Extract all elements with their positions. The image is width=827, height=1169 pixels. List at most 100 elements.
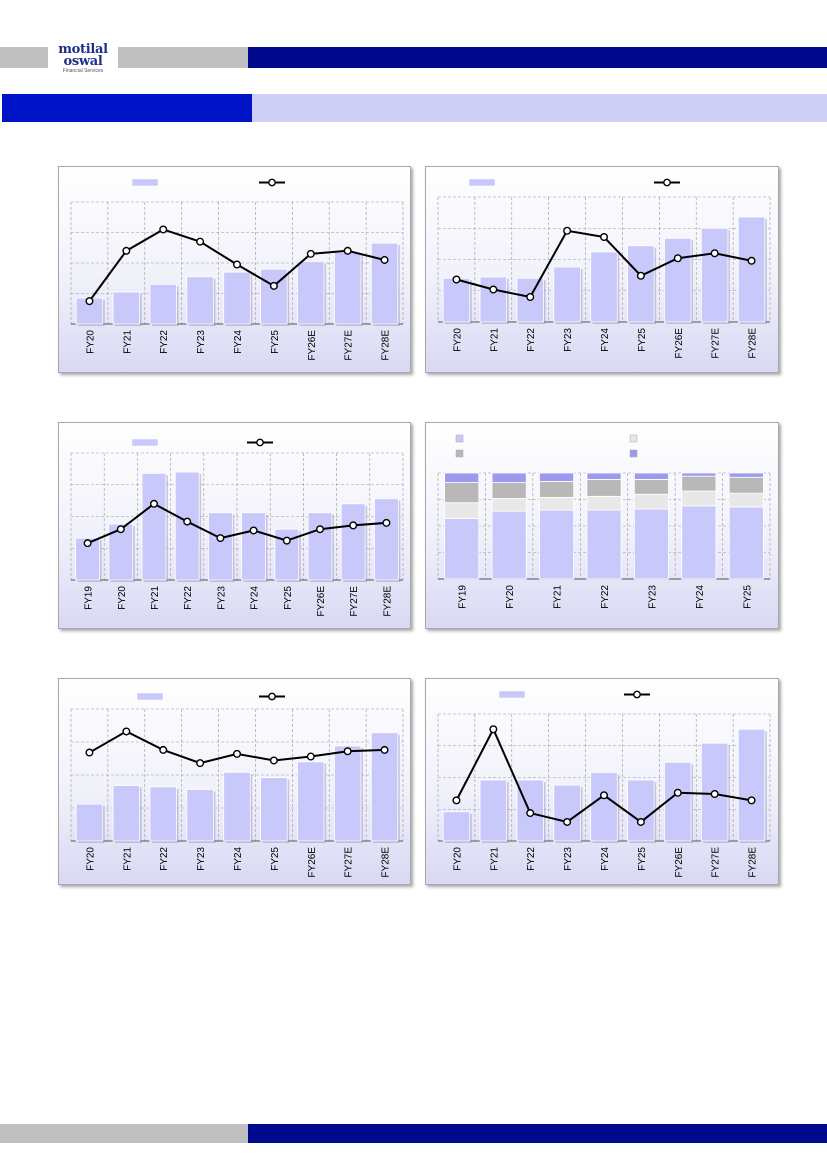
bar [627,779,655,842]
x-tick-label: FY20 [85,847,96,871]
x-tick-label: FY25 [270,847,281,871]
chart-svg-6: FY20 FY21 FY22 FY23 FY24 FY25 FY26E FY27E FY28E [437,690,771,878]
line-point [83,539,92,548]
legend-line-marker [663,178,671,187]
x-tick-label: FY22 [526,328,537,352]
legend-line-marker [633,690,641,699]
x-tick-label: FY20 [452,847,463,871]
bar [112,785,141,842]
x-tick-label: FY24 [600,328,611,352]
x-tick-label: FY24 [600,847,611,871]
line-point [122,727,131,736]
bar [664,761,692,842]
bar [553,784,581,842]
x-tick-label: FY20 [505,585,516,609]
x-tick-label: FY20 [85,330,96,354]
chart-svg-2: FY20 FY21 FY22 FY23 FY24 FY25 FY26E FY27E FY28E [437,178,771,359]
legend-bar-swatch [136,692,164,701]
bar [260,777,288,842]
stacked-bar-segment [728,476,764,494]
x-tick-label: FY21 [150,586,161,610]
bar [186,789,214,842]
x-tick-label: FY26E [307,330,318,361]
bar [590,772,618,842]
bar [590,251,618,323]
x-tick-label: FY28E [381,847,392,878]
line-point [122,246,131,255]
legend-line-marker [268,178,276,187]
stacked-bar-segment [633,493,669,510]
x-tick-label: FY27E [711,328,722,359]
line-point [183,517,192,526]
line-point [349,521,358,530]
stacked-bar-segment [586,472,622,480]
x-tick-label: FY28E [382,586,393,617]
stacked-bar-segment [681,490,717,507]
x-tick-label: FY22 [159,330,170,354]
x-tick-label: FY22 [600,585,611,609]
x-tick-label: FY22 [159,847,170,871]
bar [223,271,251,325]
x-tick-label: FY25 [742,585,753,609]
bar [297,261,325,325]
x-tick-label: FY27E [344,847,355,878]
line-point [747,796,756,805]
legend-swatch-4 [629,449,638,458]
x-tick-label: FY23 [647,585,658,609]
bar [737,728,766,842]
x-tick-label: FY20 [117,586,128,610]
header-navy-band [248,47,827,68]
bar [297,761,325,842]
line-point [196,237,205,246]
x-tick-label: FY26E [674,328,685,359]
stacked-bar-segment [681,472,717,477]
chart-svg-3: FY19 FY20 FY21 FY22 FY23 FY24 FY25 FY26E FY27E FY… [70,438,404,617]
x-tick-label: FY27E [349,586,360,617]
legend-bar-swatch [498,690,526,699]
bar [208,512,233,581]
legend-bar-swatch [131,178,159,187]
x-tick-label: FY24 [233,330,244,354]
x-tick-label: FY27E [711,847,722,878]
chart-panel-2: FY20 FY21 FY22 FY23 FY24 FY25 FY26E FY27E FY28E [425,166,779,373]
bar [141,472,167,581]
x-tick-label: FY20 [452,328,463,352]
line-point [747,256,756,265]
stacked-bar-segment [491,510,527,580]
stacked-bar-segment [681,475,717,492]
stacked-bar-segment [539,472,575,482]
x-tick-label: FY27E [344,330,355,361]
bar [149,786,177,842]
line-point [526,292,535,301]
stacked-bar-segment [539,496,575,511]
bar [479,779,508,842]
bar [442,811,471,842]
stacked-bar-segment [444,472,480,483]
line-point [380,745,389,754]
footer-navy-band [248,1124,827,1143]
line-point [85,748,94,757]
bar [274,528,300,581]
stacked-bar-segment [586,495,622,511]
x-tick-label: FY24 [250,586,261,610]
bar [370,242,399,325]
stacked-bar-segment [728,506,764,580]
chart-panel-1: FY20 FY21 FY22 FY23 FY24 FY25 FY26E FY27E FY28E [58,166,411,373]
bar [553,266,581,323]
x-tick-label: FY23 [196,330,207,354]
logo-line-1: motilal [58,41,108,57]
bar [374,498,399,581]
line-point [159,745,168,754]
stacked-bar-segment [633,478,669,495]
bar [340,503,366,581]
stacked-bar-segment [681,505,717,580]
x-tick-label: FY21 [553,585,564,609]
x-tick-label: FY21 [122,330,133,354]
bar [307,512,333,581]
chart-svg-1: FY20 FY21 FY22 FY23 FY24 FY25 FY26E FY27E FY28E [70,178,404,361]
bar [186,276,214,325]
line-point [382,518,391,527]
section-heading-block [2,94,252,122]
line-point [526,809,535,818]
x-tick-label: FY26E [674,847,685,878]
